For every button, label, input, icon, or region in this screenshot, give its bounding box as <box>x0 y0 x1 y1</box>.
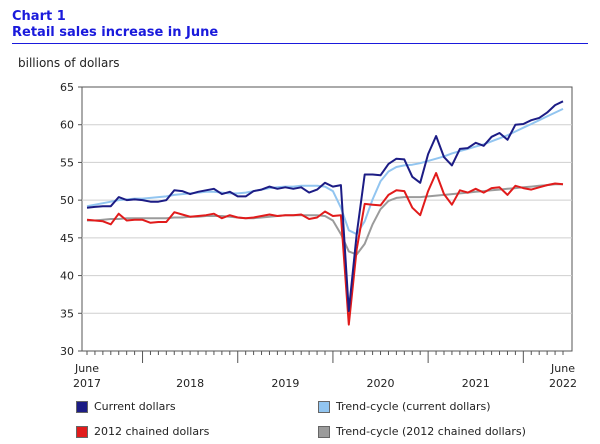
y-tick-label: 40 <box>60 270 74 283</box>
series-lines <box>86 100 564 326</box>
legend-swatch-current <box>76 400 88 413</box>
legend-swatch-trend-chained <box>318 425 330 438</box>
legend-label-trend-current: Trend-cycle (current dollars) <box>336 400 491 413</box>
series-line-trend-chained <box>87 183 563 256</box>
x-tick-label-year: 2022 <box>549 377 577 390</box>
x-tick-label-month: June <box>550 362 575 375</box>
legend-item-trend-current: Trend-cycle (current dollars) <box>318 400 491 413</box>
x-tick-label-year: 2020 <box>367 377 395 390</box>
legend-swatch-chained <box>76 425 88 438</box>
title-rule <box>12 43 588 44</box>
x-tick-label-year: 2018 <box>176 377 204 390</box>
y-axis-ticks: 30 35 40 45 50 55 60 65 <box>60 81 82 358</box>
x-tick-label-year: 2017 <box>73 377 101 390</box>
y-tick-label: 65 <box>60 81 74 94</box>
y-tick-label: 60 <box>60 119 74 132</box>
y-tick-label: 30 <box>60 345 74 358</box>
legend-label-chained: 2012 chained dollars <box>94 425 210 438</box>
chart-label: Chart 1 <box>12 9 66 24</box>
legend-swatch-trend-current <box>318 400 330 413</box>
x-tick-label-month: June <box>74 362 99 375</box>
y-tick-label: 55 <box>60 156 74 169</box>
legend-label-current: Current dollars <box>94 400 176 413</box>
y-tick-label: 50 <box>60 194 74 207</box>
y-tick-label: 45 <box>60 232 74 245</box>
series-line-chained <box>86 172 564 326</box>
legend-item-trend-chained: Trend-cycle (2012 chained dollars) <box>318 425 526 438</box>
series-line-current <box>86 100 564 312</box>
y-tick-label: 35 <box>60 307 74 320</box>
legend-item-current: Current dollars <box>76 400 176 413</box>
y-axis-unit-label: billions of dollars <box>18 56 120 70</box>
legend-label-trend-chained: Trend-cycle (2012 chained dollars) <box>336 425 526 438</box>
x-tick-label-year: 2019 <box>271 377 299 390</box>
x-tick-label-year: 2021 <box>462 377 490 390</box>
chart-title: Retail sales increase in June <box>12 25 219 40</box>
x-axis-ticks: June 2017 2018 2019 2020 2021 June 2022 <box>73 351 577 390</box>
legend-item-chained: 2012 chained dollars <box>76 425 209 438</box>
